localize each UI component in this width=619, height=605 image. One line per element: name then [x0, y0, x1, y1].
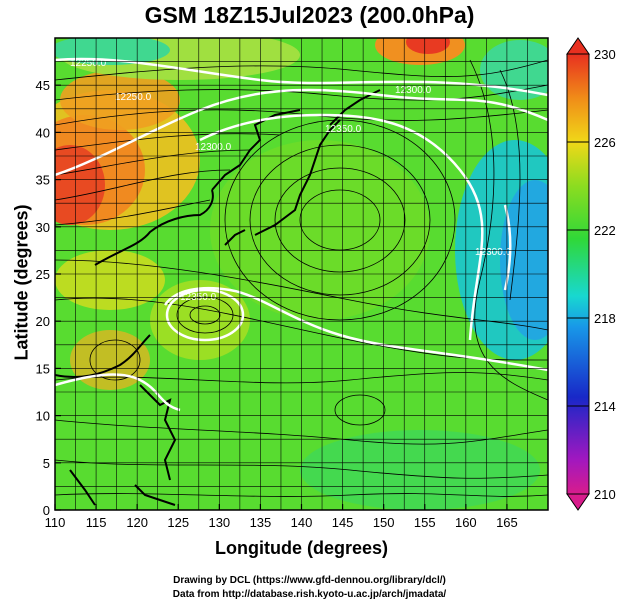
colorbar-tick-label: 226 — [594, 135, 616, 150]
credit-drawing: Drawing by DCL (https://www.gfd-dennou.o… — [173, 575, 446, 586]
x-tick-label: 115 — [86, 515, 107, 530]
y-tick-label: 40 — [36, 125, 50, 140]
y-axis-ticks: 0 5 10 15 20 25 30 35 40 45 — [36, 78, 61, 518]
x-tick-label: 150 — [373, 515, 395, 530]
x-tick-label: 165 — [496, 515, 518, 530]
credit-data-source: Data from http://database.rish.kyoto-u.a… — [172, 589, 447, 600]
contour-label: 12350.0 — [325, 124, 362, 135]
colorbar-tick-label: 222 — [594, 223, 616, 238]
colorbar: 230 226 222 218 214 210 — [566, 37, 616, 511]
x-tick-label: 140 — [291, 515, 313, 530]
y-tick-label: 15 — [36, 361, 50, 376]
x-tick-label: 160 — [455, 515, 477, 530]
x-axis-ticks: 110 115 120 125 130 135 140 145 150 155 160 165 — [45, 504, 518, 530]
grid-lines — [54, 37, 549, 511]
x-tick-label: 155 — [414, 515, 436, 530]
x-tick-label: 130 — [208, 515, 230, 530]
colorbar-min-arrow — [566, 493, 590, 511]
contour-label: 12250.0 — [70, 58, 107, 69]
y-tick-label: 0 — [43, 503, 50, 518]
temperature-field — [55, 38, 548, 510]
y-tick-label: 35 — [36, 173, 50, 188]
x-tick-label: 135 — [250, 515, 272, 530]
map-title: GSM 18Z15Jul2023 (200.0hPa) — [144, 2, 475, 28]
y-tick-label: 45 — [36, 78, 50, 93]
contour-label: 12300.0 — [395, 85, 432, 96]
y-tick-label: 10 — [36, 409, 50, 424]
x-tick-label: 120 — [126, 515, 148, 530]
y-tick-label: 5 — [43, 456, 50, 471]
height-contours — [55, 57, 548, 412]
contour-label: 12300.0 — [475, 247, 512, 258]
y-tick-label: 20 — [36, 314, 50, 329]
contour-label: 12250.0 — [115, 92, 152, 103]
colorbar-tick-label: 218 — [594, 311, 616, 326]
y-tick-label: 25 — [36, 267, 50, 282]
colorbar-tick-label: 214 — [594, 399, 616, 414]
y-tick-label: 30 — [36, 220, 50, 235]
contour-label: 12300.0 — [195, 142, 232, 153]
x-axis-label: Longitude (degrees) — [214, 538, 388, 558]
colorbar-scale — [566, 53, 590, 495]
colorbar-tick-label: 210 — [594, 487, 616, 502]
x-tick-label: 145 — [332, 515, 354, 530]
x-tick-label: 125 — [167, 515, 189, 530]
colorbar-tick-label: 230 — [594, 47, 616, 62]
colorbar-max-arrow — [566, 37, 590, 55]
x-tick-label: 110 — [45, 515, 66, 530]
